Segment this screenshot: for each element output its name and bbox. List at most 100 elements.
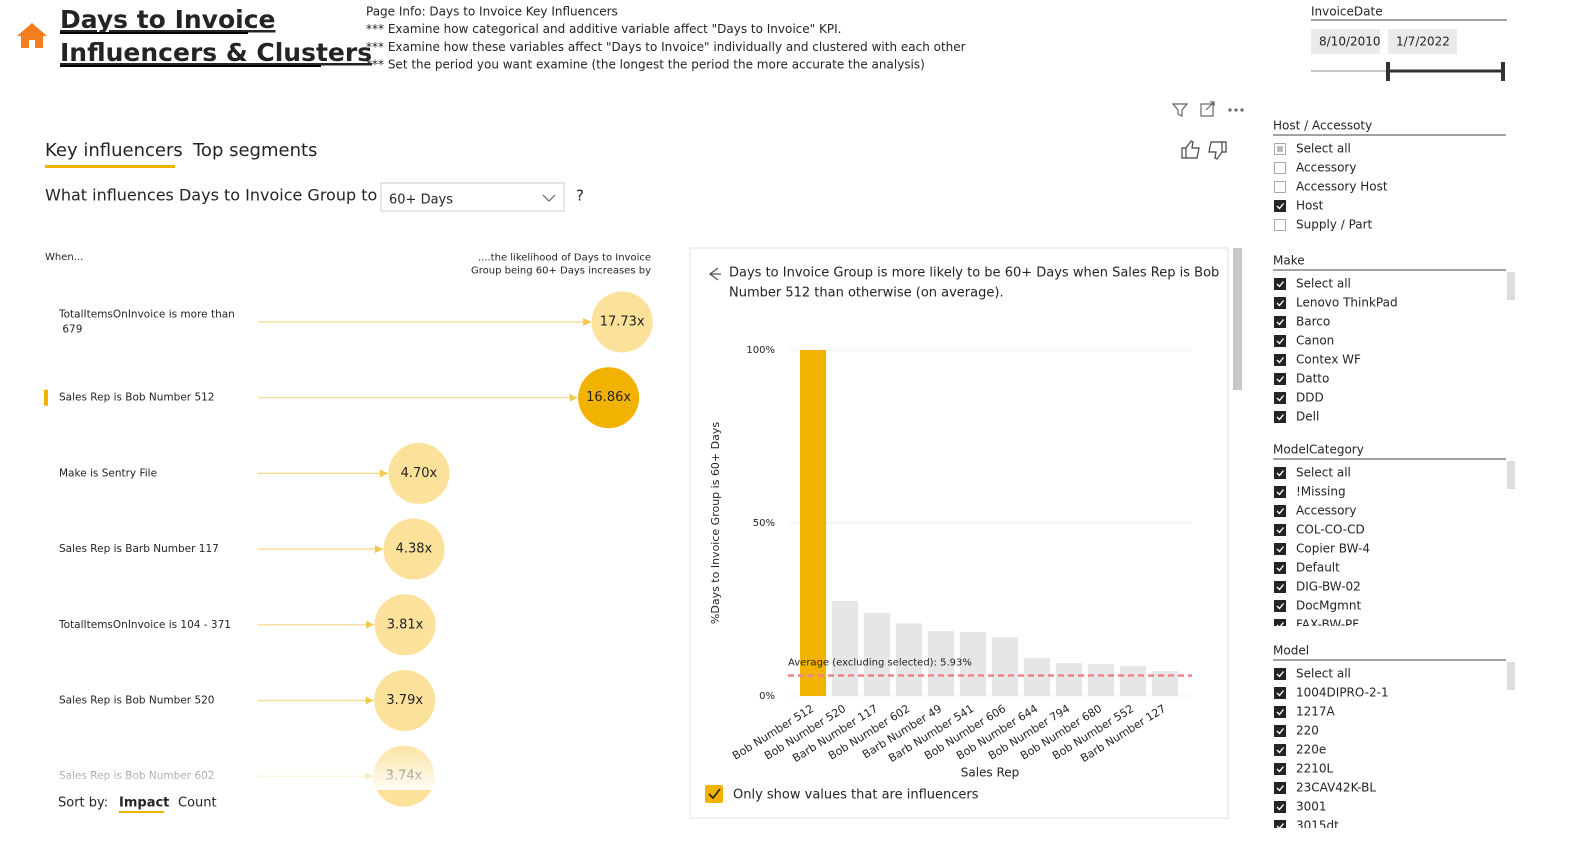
checkmark: [1276, 527, 1285, 534]
tab[interactable]: Top segments: [192, 140, 317, 161]
bar[interactable]: [1024, 657, 1050, 696]
bar[interactable]: [1088, 664, 1114, 696]
thumbs-up[interactable]: [1181, 140, 1200, 159]
slider-handle[interactable]: [1501, 62, 1505, 81]
checkbox[interactable]: [1274, 181, 1286, 193]
slicer-item: Default: [1296, 561, 1340, 575]
slider-handle[interactable]: [1386, 62, 1390, 81]
scrollbar[interactable]: [1233, 248, 1242, 390]
influence-bubble[interactable]: [578, 367, 640, 429]
factor-label: Sales Rep is Barb Number 117: [59, 543, 219, 555]
checkmark: [1276, 357, 1285, 364]
x-axis-title: Sales Rep: [961, 766, 1020, 780]
checkbox[interactable]: [1274, 411, 1286, 423]
checkbox[interactable]: [1274, 373, 1286, 385]
checkbox[interactable]: [1274, 725, 1286, 737]
checkbox[interactable]: [1274, 505, 1286, 517]
checkbox[interactable]: [1274, 562, 1286, 574]
checkbox[interactable]: [1274, 600, 1286, 612]
checkmark: [1276, 338, 1285, 345]
influence-value: 3.81x: [387, 617, 424, 632]
factor-label: TotalItemsOnInvoice is 104 - 371: [58, 619, 231, 631]
checkmark: [1276, 489, 1285, 496]
bar[interactable]: [800, 350, 826, 696]
influence-bubble[interactable]: [374, 594, 436, 656]
slicer-scrollbar[interactable]: [1507, 662, 1515, 690]
slicer-item: Select all: [1296, 142, 1351, 156]
more-dot[interactable]: [1228, 108, 1232, 112]
dropdown-value: 60+ Days: [389, 193, 453, 208]
bar[interactable]: [864, 612, 890, 696]
visual-header-icons: [1171, 101, 1244, 160]
checkbox[interactable]: [1274, 354, 1286, 366]
factor-label: Sales Rep is Bob Number 512: [59, 392, 215, 404]
slicer-scrollbar[interactable]: [1507, 461, 1515, 489]
influence-bubble[interactable]: [591, 291, 653, 353]
checkbox[interactable]: [1274, 278, 1286, 290]
checkbox[interactable]: [1274, 619, 1286, 631]
checkbox[interactable]: [1274, 392, 1286, 404]
checkbox[interactable]: [1274, 581, 1286, 593]
home-icon[interactable]: [17, 23, 47, 48]
checkbox[interactable]: [1274, 763, 1286, 775]
more-dot[interactable]: [1240, 108, 1244, 112]
checkbox[interactable]: [1274, 486, 1286, 498]
checkbox[interactable]: [1274, 219, 1286, 231]
checkbox[interactable]: [1274, 706, 1286, 718]
checkbox[interactable]: [705, 785, 723, 803]
slicer-item: Lenovo ThinkPad: [1296, 296, 1398, 310]
bar[interactable]: [928, 630, 954, 696]
bar[interactable]: [1056, 663, 1082, 696]
slicer-item: 2210L: [1296, 762, 1334, 776]
checkbox[interactable]: [1274, 668, 1286, 680]
bar[interactable]: [896, 623, 922, 696]
checkbox[interactable]: [1274, 335, 1286, 347]
checkbox[interactable]: [1274, 200, 1286, 212]
checkmark: [1276, 804, 1285, 811]
detail-title: Days to Invoice Group is more likely to …: [729, 266, 1219, 281]
checkbox[interactable]: [1274, 801, 1286, 813]
filter-icon[interactable]: [1171, 103, 1189, 117]
when-label: When...: [45, 252, 83, 263]
influence-arrow: [583, 318, 592, 326]
checkbox[interactable]: [1274, 744, 1286, 756]
dropdown[interactable]: [380, 182, 565, 212]
help-icon[interactable]: ?: [576, 187, 584, 205]
checkbox[interactable]: [1274, 316, 1286, 328]
bar[interactable]: [1152, 671, 1178, 696]
checkbox[interactable]: [1274, 687, 1286, 699]
thumbs-down[interactable]: [1208, 141, 1227, 160]
bar[interactable]: [832, 600, 858, 696]
bar[interactable]: [960, 631, 986, 696]
back-arrow[interactable]: [708, 267, 721, 281]
influence-bubble[interactable]: [374, 670, 436, 731]
checkbox[interactable]: [1274, 782, 1286, 794]
checkbox[interactable]: [1274, 162, 1286, 174]
checkmark: [1276, 603, 1285, 610]
checkbox[interactable]: [1274, 524, 1286, 536]
date-slicer[interactable]: InvoiceDate 8/10/2010 1/7/2022: [1311, 5, 1507, 82]
detail-panel: [689, 247, 1229, 819]
focus-icon[interactable]: [1200, 103, 1214, 117]
slicer-item: DocMgmnt: [1296, 599, 1361, 613]
sort-option[interactable]: Count: [178, 796, 217, 811]
influence-bubble[interactable]: [383, 518, 445, 580]
checkbox[interactable]: [1274, 820, 1286, 832]
sort-option[interactable]: Impact: [119, 796, 169, 811]
checkbox[interactable]: [1274, 467, 1286, 479]
tab[interactable]: Key influencers: [45, 140, 183, 161]
more-dot[interactable]: [1234, 108, 1238, 112]
checkbox[interactable]: [1274, 297, 1286, 309]
date-box[interactable]: [1311, 29, 1380, 54]
influence-bubble[interactable]: [388, 442, 450, 504]
slicer-item: Canon: [1296, 334, 1334, 348]
checkmark: [1276, 203, 1285, 210]
slicer-scrollbar[interactable]: [1507, 272, 1515, 300]
bar[interactable]: [1120, 665, 1146, 696]
date-box[interactable]: [1388, 29, 1457, 54]
bar[interactable]: [992, 637, 1018, 696]
slicer-item: 23CAV42K-BL: [1296, 781, 1376, 795]
y-axis-title: %Days to Invoice Group is 60+ Days: [709, 422, 722, 624]
checkbox[interactable]: [1274, 543, 1286, 555]
slicer-item: Accessory: [1296, 161, 1356, 175]
